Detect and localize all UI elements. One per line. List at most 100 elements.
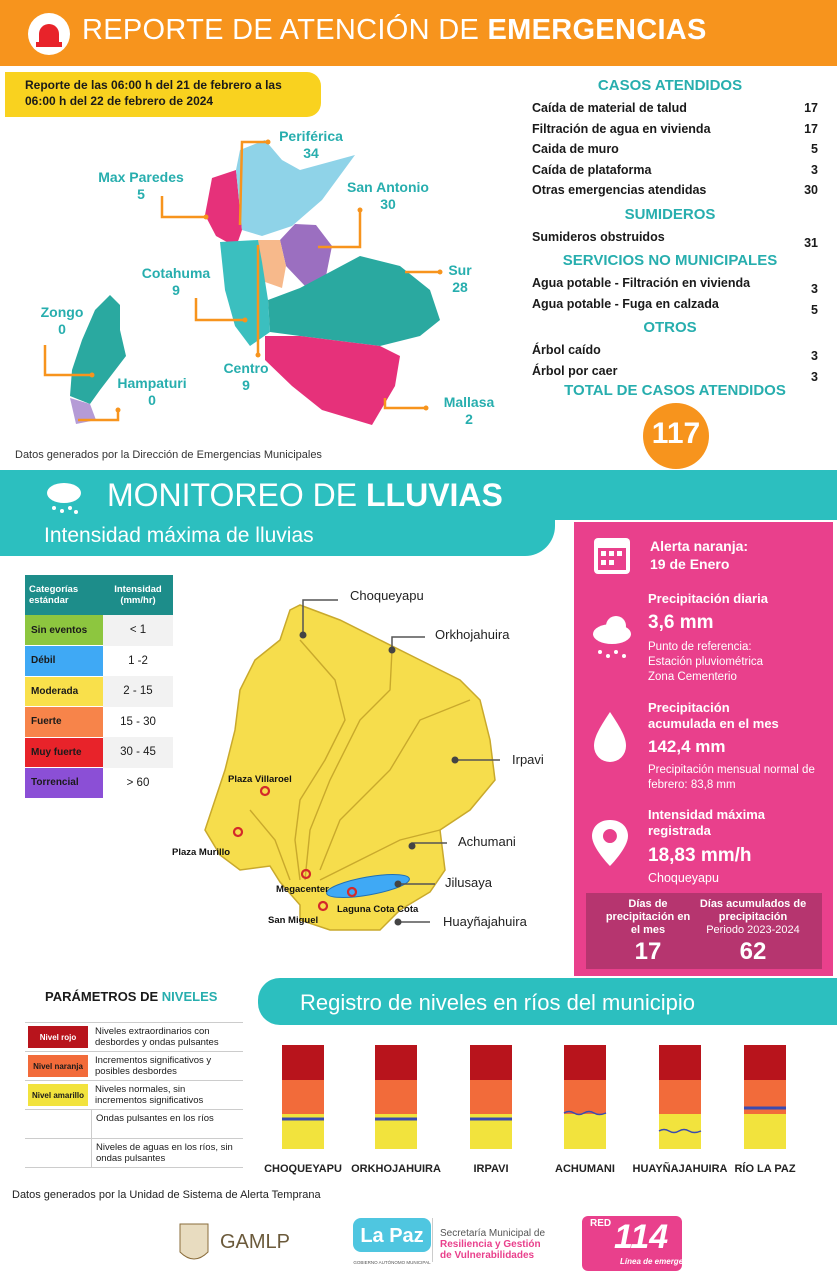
siren-icon	[28, 13, 70, 55]
river-name: Achumani	[458, 834, 516, 849]
rain-icon	[47, 483, 81, 514]
river-dot	[388, 646, 396, 654]
zone-value: 5	[137, 186, 145, 202]
table-row: Débil 1 -2	[25, 645, 173, 677]
river-leader	[302, 599, 338, 635]
gamlp-text: GAMLP	[220, 1231, 290, 1253]
accum-normal: Precipitación mensual normal de febrero:…	[648, 764, 815, 791]
pin-icon	[592, 820, 628, 866]
river-gauge-name: ORKHOJAHUIRA	[351, 1163, 441, 1175]
level-red	[564, 1045, 606, 1080]
case-label: Otras emergencias atendidas	[532, 183, 707, 197]
drop-icon	[594, 712, 626, 762]
shield	[179, 1223, 209, 1260]
range-cell: > 60	[126, 776, 150, 789]
zone-shape	[280, 224, 332, 286]
leader-dot	[89, 372, 95, 378]
category-cell: Débil	[25, 645, 103, 677]
legend-row: Nivel amarillo Niveles normales, sin incr…	[25, 1081, 243, 1110]
case-label: Árbol caído	[532, 343, 601, 357]
range-cell: 2 - 15	[123, 685, 153, 698]
zone-name: San Antonio	[347, 179, 429, 195]
river-dot	[408, 842, 416, 850]
case-label: Árbol por caer	[532, 363, 618, 378]
title-bold: EMERGENCIAS	[487, 14, 707, 46]
place-name: San Miguel	[268, 915, 318, 926]
case-value: 5	[811, 142, 818, 156]
case-label: Agua potable - Fuga en calzada	[532, 296, 719, 311]
total-label: TOTAL DE CASOS ATENDIDOS	[564, 382, 786, 399]
levels-legend: Nivel rojo Niveles extraordinarios con de…	[25, 1022, 243, 1168]
zone-value: 0	[148, 392, 156, 408]
leader-dot	[115, 407, 121, 413]
footer-source: Datos generados por la Unidad de Sistema…	[12, 1189, 321, 1201]
river-gauges: CHOQUEYAPU ORKHOJAHUIRA IRPAVI ACHUMANI HUAY…	[264, 1045, 796, 1175]
river-gauge-name: HUAYÑAJAHUIRA	[633, 1162, 728, 1175]
leader-dot	[423, 405, 429, 411]
category-cell: Fuerte	[25, 706, 103, 738]
zones-source: Datos generados por la Dirección de Emer…	[15, 449, 322, 461]
place-pin	[346, 886, 358, 898]
level-orange	[659, 1080, 701, 1114]
leader-line	[238, 140, 268, 226]
rain-banner	[0, 470, 837, 520]
level-yellow	[659, 1114, 701, 1149]
case-value: 5	[811, 302, 818, 317]
rain-map: Choqueyapu Orkhojahuira Irpavi Achumani Jilu…	[172, 588, 544, 931]
levels-title: PARÁMETROS DE NIVELES	[45, 989, 217, 1004]
place-name: Plaza Villaroel	[228, 774, 292, 785]
legend-text: Niveles normales, sin incrementos signif…	[95, 1084, 204, 1106]
legend-text: Incrementos significativos y posibles de…	[95, 1055, 212, 1077]
legend-symbol	[25, 1139, 92, 1167]
rivers-banner	[258, 978, 837, 1025]
rivers-title: Registro de niveles en ríos del municipi…	[300, 990, 695, 1015]
gamlp-logo: GAMLP	[179, 1223, 290, 1260]
place-name: Plaza Murillo	[172, 847, 230, 858]
days-accum: 62	[739, 938, 767, 965]
zone-name: Zongo	[41, 304, 84, 320]
leader-dot	[357, 207, 363, 213]
zone-shape	[70, 295, 126, 404]
legend-row: Nivel rojo Niveles extraordinarios con de…	[25, 1023, 243, 1052]
zone-value: 9	[172, 282, 180, 298]
category-cell: Moderada	[25, 676, 103, 707]
river-dot	[451, 756, 459, 764]
case-value: 31	[804, 235, 818, 250]
case-value: 3	[811, 162, 818, 177]
table-header-row: Categorías estándar Intensidad (mm/hr)	[25, 575, 173, 615]
alert-title: Alerta naranja:	[650, 538, 749, 554]
zone-name: Max Paredes	[98, 169, 184, 185]
secretaria-1: Secretaría Municipal de	[440, 1228, 546, 1239]
range-cell: < 1	[129, 624, 147, 637]
zone-value: 2	[465, 411, 473, 427]
place-name: Megacenter	[276, 884, 329, 895]
zone-value: 0	[58, 321, 66, 337]
river-gauge-name: ACHUMANI	[555, 1163, 615, 1175]
rain-title: MONITOREO DE LLUVIAS	[107, 477, 503, 514]
zone-shape	[265, 336, 400, 425]
rain-title-bold: LLUVIAS	[365, 477, 503, 513]
lapaz-text: La Paz	[360, 1225, 423, 1247]
title-light: REPORTE DE ATENCIÓN DE	[82, 14, 480, 46]
zone-value: 9	[242, 377, 250, 393]
range-cell: 1 -2	[128, 654, 148, 667]
rain-subtitle-band	[0, 520, 555, 556]
legend-row: Niveles de aguas en los ríos, sin ondas …	[25, 1139, 243, 1168]
header-bar	[0, 0, 837, 66]
leader-dot	[242, 317, 248, 323]
level-red	[744, 1045, 786, 1080]
table-header: Intensidad (mm/hr)	[114, 584, 162, 606]
case-label: Caída de plataforma	[532, 162, 652, 177]
river-dot	[394, 880, 402, 888]
basin	[204, 604, 496, 931]
category-table-wrap: Categorías estándar Intensidad (mm/hr) Sin…	[25, 575, 173, 799]
rain-subtitle: Intensidad máxima de lluvias	[44, 524, 314, 547]
secretaria: Secretaría Municipal de Resiliencia y Ge…	[440, 1228, 545, 1261]
range-cell: 30 - 45	[120, 746, 156, 759]
cloud-icon	[593, 616, 631, 658]
legend-tag: Nivel naranja	[28, 1055, 88, 1077]
zone-name: Periférica	[279, 128, 343, 144]
zone-value: 28	[452, 279, 468, 295]
